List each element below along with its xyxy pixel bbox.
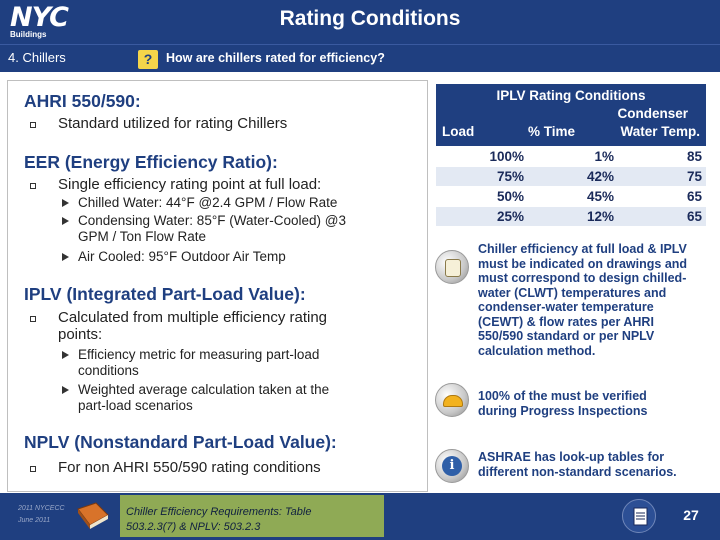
iplv-heading: IPLV (Integrated Part-Load Value): xyxy=(24,284,306,304)
footer-edition: 2011 NYCECC June 2011 xyxy=(18,503,65,527)
header-bar: NYC Buildings Rating Conditions xyxy=(0,0,720,44)
reference-line: 503.2.3(7) & NPLV: 503.2.3 xyxy=(126,521,261,533)
cell-load: 100% xyxy=(489,149,524,164)
footer-edition-line: 2011 NYCECC xyxy=(18,505,65,512)
logo-subtext: Buildings xyxy=(10,30,47,39)
note-line: ASHRAE has look-up tables for xyxy=(478,450,665,464)
ahri-heading: AHRI 550/590: xyxy=(24,91,141,111)
col-header-condenser: Condenser xyxy=(617,106,688,121)
note-line: must correspond to design chilled- xyxy=(478,271,687,285)
eer-sub-item: Air Cooled: 95°F Outdoor Air Temp xyxy=(78,249,286,264)
section-question: How are chillers rated for efficiency? xyxy=(166,51,385,65)
iplv-bullet-cont: points: xyxy=(58,326,103,343)
footer-edition-line: June 2011 xyxy=(18,517,51,524)
cell-temp: 65 xyxy=(686,189,702,204)
cell-load: 50% xyxy=(496,189,524,204)
iplv-conditions-table: IPLV Rating Conditions Condenser Load % … xyxy=(436,84,706,226)
iplv-sub-item-cont: part-load scenarios xyxy=(78,398,193,413)
cell-load: 75% xyxy=(496,169,524,184)
eer-sub-item: Condensing Water: 85°F (Water-Cooled) @3 xyxy=(78,213,346,228)
arrow-bullet-icon xyxy=(62,386,69,394)
table-row: 25% 12% 65 xyxy=(436,206,706,226)
note-drawings: Chiller efficiency at full load & IPLV m… xyxy=(478,242,718,358)
iplv-sub-item-cont: conditions xyxy=(78,363,139,378)
note-line: during Progress Inspections xyxy=(478,403,648,418)
iplv-sub-item: Efficiency metric for measuring part-loa… xyxy=(78,347,320,362)
eer-sub-item: Chilled Water: 44°F @2.4 GPM / Flow Rate xyxy=(78,195,338,210)
reference-line: Chiller Efficiency Requirements: Table xyxy=(126,506,312,518)
section-bar: 4. Chillers ? How are chillers rated for… xyxy=(0,44,720,72)
eer-sub-item-cont: GPM / Ton Flow Rate xyxy=(78,229,207,244)
arrow-bullet-icon xyxy=(62,199,69,207)
code-book-icon xyxy=(77,502,109,529)
question-mark-icon: ? xyxy=(138,50,158,69)
cell-time: 1% xyxy=(594,149,614,164)
table-header: IPLV Rating Conditions Condenser Load % … xyxy=(436,84,706,146)
cell-temp: 85 xyxy=(686,149,702,164)
eer-heading: EER (Energy Efficiency Ratio): xyxy=(24,152,278,172)
ahri-bullet: Standard utilized for rating Chillers xyxy=(58,115,288,132)
eer-bullet: Single efficiency rating point at full l… xyxy=(58,176,322,193)
note-line: calculation method. xyxy=(478,343,596,358)
hard-hat-icon xyxy=(435,383,469,417)
arrow-bullet-icon xyxy=(62,351,69,359)
note-line: 550/590 standard or per NPLV xyxy=(478,329,655,343)
content-panel: AHRI 550/590: Standard utilized for rati… xyxy=(7,80,428,492)
page-number: 27 xyxy=(683,507,699,523)
square-bullet-icon xyxy=(30,183,36,189)
square-bullet-icon xyxy=(30,122,36,128)
section-label: 4. Chillers xyxy=(8,50,66,65)
table-row: 100% 1% 85 xyxy=(436,146,706,166)
note-line: water (CLWT) temperatures and xyxy=(478,285,667,300)
nplv-heading: NPLV (Nonstandard Part-Load Value): xyxy=(24,432,337,452)
document-icon[interactable] xyxy=(622,499,656,533)
col-header-time: % Time xyxy=(528,124,576,139)
cell-time: 42% xyxy=(586,169,614,184)
note-line: 100% of the must be verified xyxy=(478,389,647,403)
cell-temp: 65 xyxy=(686,209,702,224)
square-bullet-icon xyxy=(30,466,36,472)
note-ashrae: ASHRAE has look-up tables for different … xyxy=(478,450,718,479)
note-line: condenser-water temperature xyxy=(478,300,654,314)
col-header-load: Load xyxy=(442,124,475,139)
col-header-water-temp: Water Temp. xyxy=(620,124,700,139)
cell-time: 12% xyxy=(586,209,614,224)
iplv-bullet: Calculated from multiple efficiency rati… xyxy=(58,309,328,326)
note-line: (CEWT) & flow rates per AHRI xyxy=(478,314,654,329)
document-icon xyxy=(435,250,469,284)
note-line: must be indicated on drawings and xyxy=(478,256,688,271)
info-icon: i xyxy=(435,449,469,483)
arrow-bullet-icon xyxy=(62,253,69,261)
page-title: Rating Conditions xyxy=(279,7,461,30)
logo-text: NYC xyxy=(10,2,69,33)
cell-load: 25% xyxy=(496,209,524,224)
code-reference[interactable]: Chiller Efficiency Requirements: Table 5… xyxy=(120,495,384,537)
iplv-sub-item: Weighted average calculation taken at th… xyxy=(78,382,330,397)
nyc-buildings-logo: NYC Buildings xyxy=(6,2,92,42)
cell-temp: 75 xyxy=(686,169,702,184)
footer-bar: 2011 NYCECC June 2011 Chiller Efficiency… xyxy=(0,493,720,540)
table-title: IPLV Rating Conditions xyxy=(496,88,646,103)
table-row: 75% 42% 75 xyxy=(436,166,706,186)
note-line: Chiller efficiency at full load & IPLV xyxy=(478,242,687,256)
note-inspections: 100% of the must be verified during Prog… xyxy=(478,389,718,418)
nplv-bullet: For non AHRI 550/590 rating conditions xyxy=(58,459,321,476)
square-bullet-icon xyxy=(30,316,36,322)
table-row: 50% 45% 65 xyxy=(436,186,706,206)
arrow-bullet-icon xyxy=(62,217,69,225)
note-line: different non-standard scenarios. xyxy=(478,464,677,479)
cell-time: 45% xyxy=(586,189,614,204)
